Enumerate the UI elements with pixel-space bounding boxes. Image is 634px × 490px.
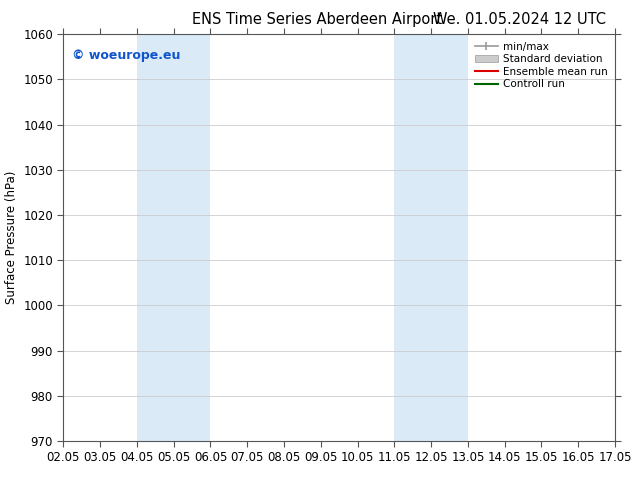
Text: © woeurope.eu: © woeurope.eu	[72, 49, 180, 62]
Text: We. 01.05.2024 12 UTC: We. 01.05.2024 12 UTC	[434, 12, 606, 27]
Legend: min/max, Standard deviation, Ensemble mean run, Controll run: min/max, Standard deviation, Ensemble me…	[473, 40, 610, 92]
Text: ENS Time Series Aberdeen Airport: ENS Time Series Aberdeen Airport	[192, 12, 442, 27]
Bar	[137, 34, 210, 441]
Bar	[394, 34, 468, 441]
Y-axis label: Surface Pressure (hPa): Surface Pressure (hPa)	[4, 171, 18, 304]
